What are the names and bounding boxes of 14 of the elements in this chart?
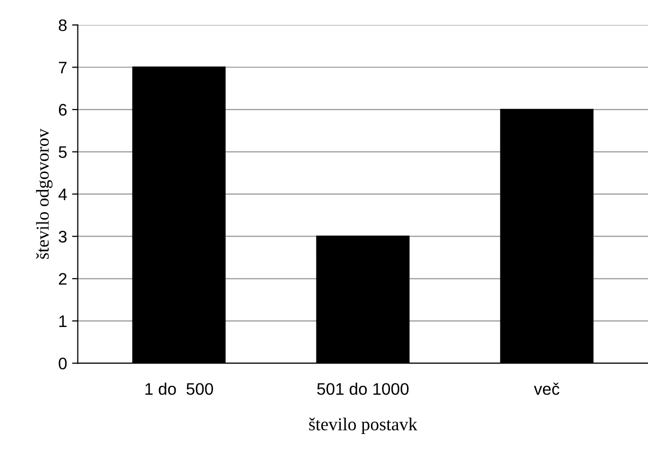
y-tick-label: 0 [58,358,67,370]
x-axis-title: število postavk [309,418,418,434]
y-tick-label: 3 [58,230,67,243]
y-tick-label: 1 [59,315,67,327]
y-tick-label: 2 [58,273,67,285]
x-tick-label: več [534,382,560,395]
y-axis-title: število odgovorov [36,128,53,259]
x-tick-label: 501 do 1000 [317,382,409,395]
y-tick-label: 5 [58,146,67,158]
y-tick-label: 8 [58,19,67,32]
x-tick-label: 1 do 500 [145,382,214,395]
y-tick-label: 6 [58,104,67,116]
y-tick-label: 7 [58,62,67,74]
y-tick-label: 4 [58,188,67,200]
